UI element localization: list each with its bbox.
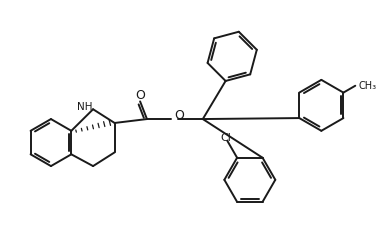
Text: Cl: Cl [220, 133, 231, 143]
Text: CH₃: CH₃ [358, 81, 376, 91]
Text: O: O [135, 89, 145, 102]
Text: O: O [174, 109, 184, 122]
Text: NH: NH [77, 102, 93, 112]
